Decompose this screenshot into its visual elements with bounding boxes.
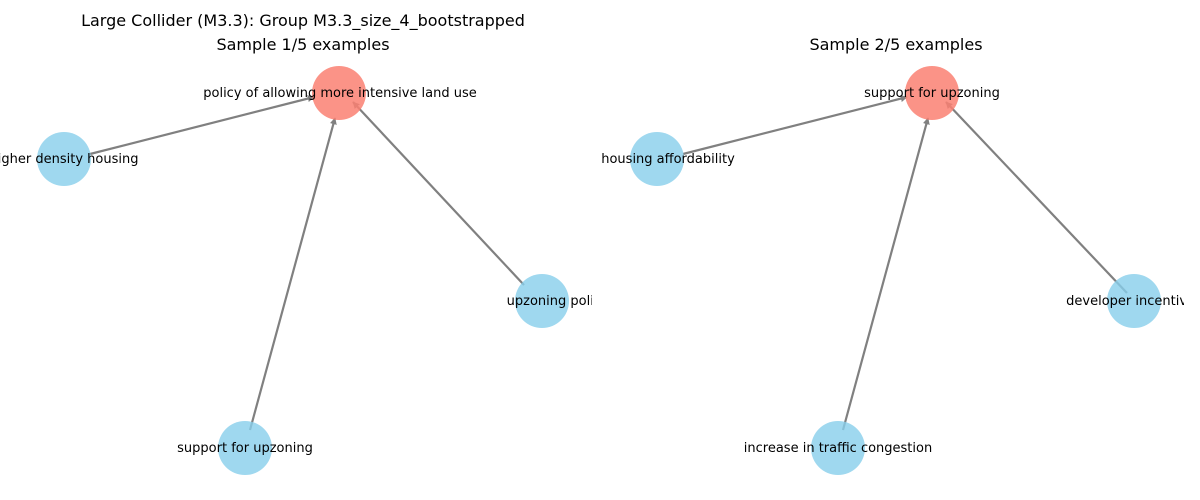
edge-parent-1-to-collider	[89, 95, 315, 156]
edge-parent-3-to-collider	[945, 101, 1128, 294]
parent-label-1: housing affordability	[601, 152, 735, 167]
panel-1: policy of allowing more intensive land u…	[0, 66, 620, 475]
parent-label-2: support for upzoning	[177, 441, 313, 456]
parent-label-1: higher density housing	[0, 152, 138, 167]
panel-2: support for upzoning housing affordabili…	[601, 66, 1200, 475]
parent-node-1	[630, 132, 684, 186]
panel-2-title: Sample 2/5 examples	[809, 35, 982, 54]
figure-suptitle: Large Collider (M3.3): Group M3.3_size_4…	[81, 11, 525, 31]
parent-node-1	[37, 132, 91, 186]
collider-node	[905, 66, 959, 120]
parent-node-2	[218, 421, 272, 475]
edge-parent-1-to-collider	[682, 95, 908, 156]
collider-label: policy of allowing more intensive land u…	[203, 86, 477, 101]
parent-label-3: developer incentives	[1066, 294, 1200, 309]
edge-parent-2-to-collider	[841, 117, 930, 431]
parent-node-3	[1107, 274, 1161, 328]
panel-1-title: Sample 1/5 examples	[216, 35, 389, 54]
edge-parent-2-to-collider	[248, 117, 337, 431]
collider-label: support for upzoning	[864, 86, 1000, 101]
collider-node	[312, 66, 366, 120]
parent-label-2: increase in traffic congestion	[744, 441, 932, 456]
parent-node-3	[515, 274, 569, 328]
parent-label-3: upzoning policies	[507, 294, 620, 309]
edge-parent-3-to-collider	[352, 101, 525, 286]
parent-node-2	[811, 421, 865, 475]
